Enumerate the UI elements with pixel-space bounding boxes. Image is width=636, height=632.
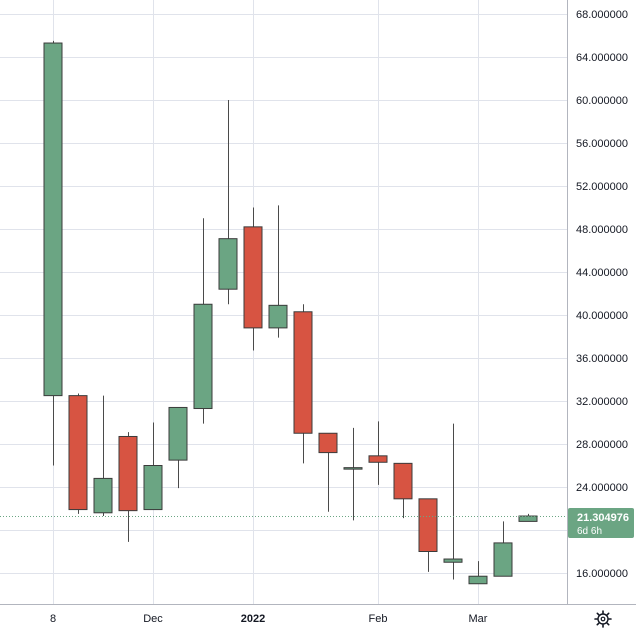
bar-countdown: 6d 6h xyxy=(577,526,602,537)
candle[interactable] xyxy=(168,406,188,489)
time-tick-label: Dec xyxy=(143,613,163,625)
candle[interactable] xyxy=(143,422,163,511)
price-tick-label: 56.000000 xyxy=(576,138,628,150)
candle-body-up xyxy=(268,304,288,329)
candle[interactable] xyxy=(318,432,338,512)
candles[interactable] xyxy=(43,40,538,585)
time-tick-label: 2022 xyxy=(241,613,265,625)
time-tick-label: 8 xyxy=(50,613,56,625)
gear-icon[interactable] xyxy=(594,610,612,628)
candle[interactable] xyxy=(243,207,263,351)
candle-body-down xyxy=(318,432,338,454)
price-tick-label: 32.000000 xyxy=(576,396,628,408)
price-tick-label: 52.000000 xyxy=(576,181,628,193)
candle[interactable] xyxy=(268,205,288,338)
candle[interactable] xyxy=(118,432,138,542)
candle[interactable] xyxy=(518,513,538,522)
candle[interactable] xyxy=(93,395,113,517)
candle[interactable] xyxy=(443,423,463,580)
price-tick-label: 16.000000 xyxy=(576,568,628,580)
price-tick-label: 44.000000 xyxy=(576,267,628,279)
candle[interactable] xyxy=(418,498,438,572)
price-tick-label: 48.000000 xyxy=(576,224,628,236)
candle-body-up xyxy=(143,465,163,511)
candle[interactable] xyxy=(343,427,363,521)
candle[interactable] xyxy=(193,218,213,424)
candle[interactable] xyxy=(293,304,313,464)
last-price-label: 21.304976 6d 6h xyxy=(568,507,634,538)
candle[interactable] xyxy=(393,462,413,519)
time-tick-label: Mar xyxy=(469,613,488,625)
candle-body-down xyxy=(243,226,263,329)
candle-body-down xyxy=(118,435,138,512)
last-price-badge xyxy=(568,507,634,538)
price-tick-label: 24.000000 xyxy=(576,482,628,494)
candle-body-down xyxy=(393,462,413,500)
candle-body-down xyxy=(293,311,313,434)
candle-body-up xyxy=(93,477,113,514)
price-tick-label: 40.000000 xyxy=(576,310,628,322)
candle[interactable] xyxy=(43,40,63,466)
candle[interactable] xyxy=(493,521,513,577)
candle-body-up xyxy=(493,542,513,577)
candle[interactable] xyxy=(368,421,388,485)
candle-body-up xyxy=(343,467,363,470)
price-tick-label: 60.000000 xyxy=(576,95,628,107)
price-tick-label: 36.000000 xyxy=(576,353,628,365)
candle[interactable] xyxy=(218,100,238,305)
candle-body-up xyxy=(468,575,488,585)
price-tick-label: 64.000000 xyxy=(576,52,628,64)
price-axis[interactable]: 68.000000 64.000000 60.000000 56.000000 52.0… xyxy=(576,9,628,580)
axes xyxy=(0,0,636,605)
candle[interactable] xyxy=(68,393,88,514)
candle-body-up xyxy=(193,303,213,410)
candle[interactable] xyxy=(468,561,488,585)
candle-body-up xyxy=(43,42,63,397)
candle-body-up xyxy=(218,238,238,290)
time-axis[interactable]: 8 Dec 2022 Feb Mar xyxy=(50,613,488,625)
candle-body-down xyxy=(418,498,438,553)
candle-body-down xyxy=(68,395,88,511)
price-tick-label: 68.000000 xyxy=(576,9,628,21)
candle-body-up xyxy=(443,558,463,563)
candle-body-down xyxy=(368,455,388,463)
grid-lines xyxy=(0,0,567,604)
time-tick-label: Feb xyxy=(369,613,388,625)
price-tick-label: 28.000000 xyxy=(576,439,628,451)
last-price-value: 21.304976 xyxy=(577,512,629,524)
candle-body-up xyxy=(168,406,188,461)
